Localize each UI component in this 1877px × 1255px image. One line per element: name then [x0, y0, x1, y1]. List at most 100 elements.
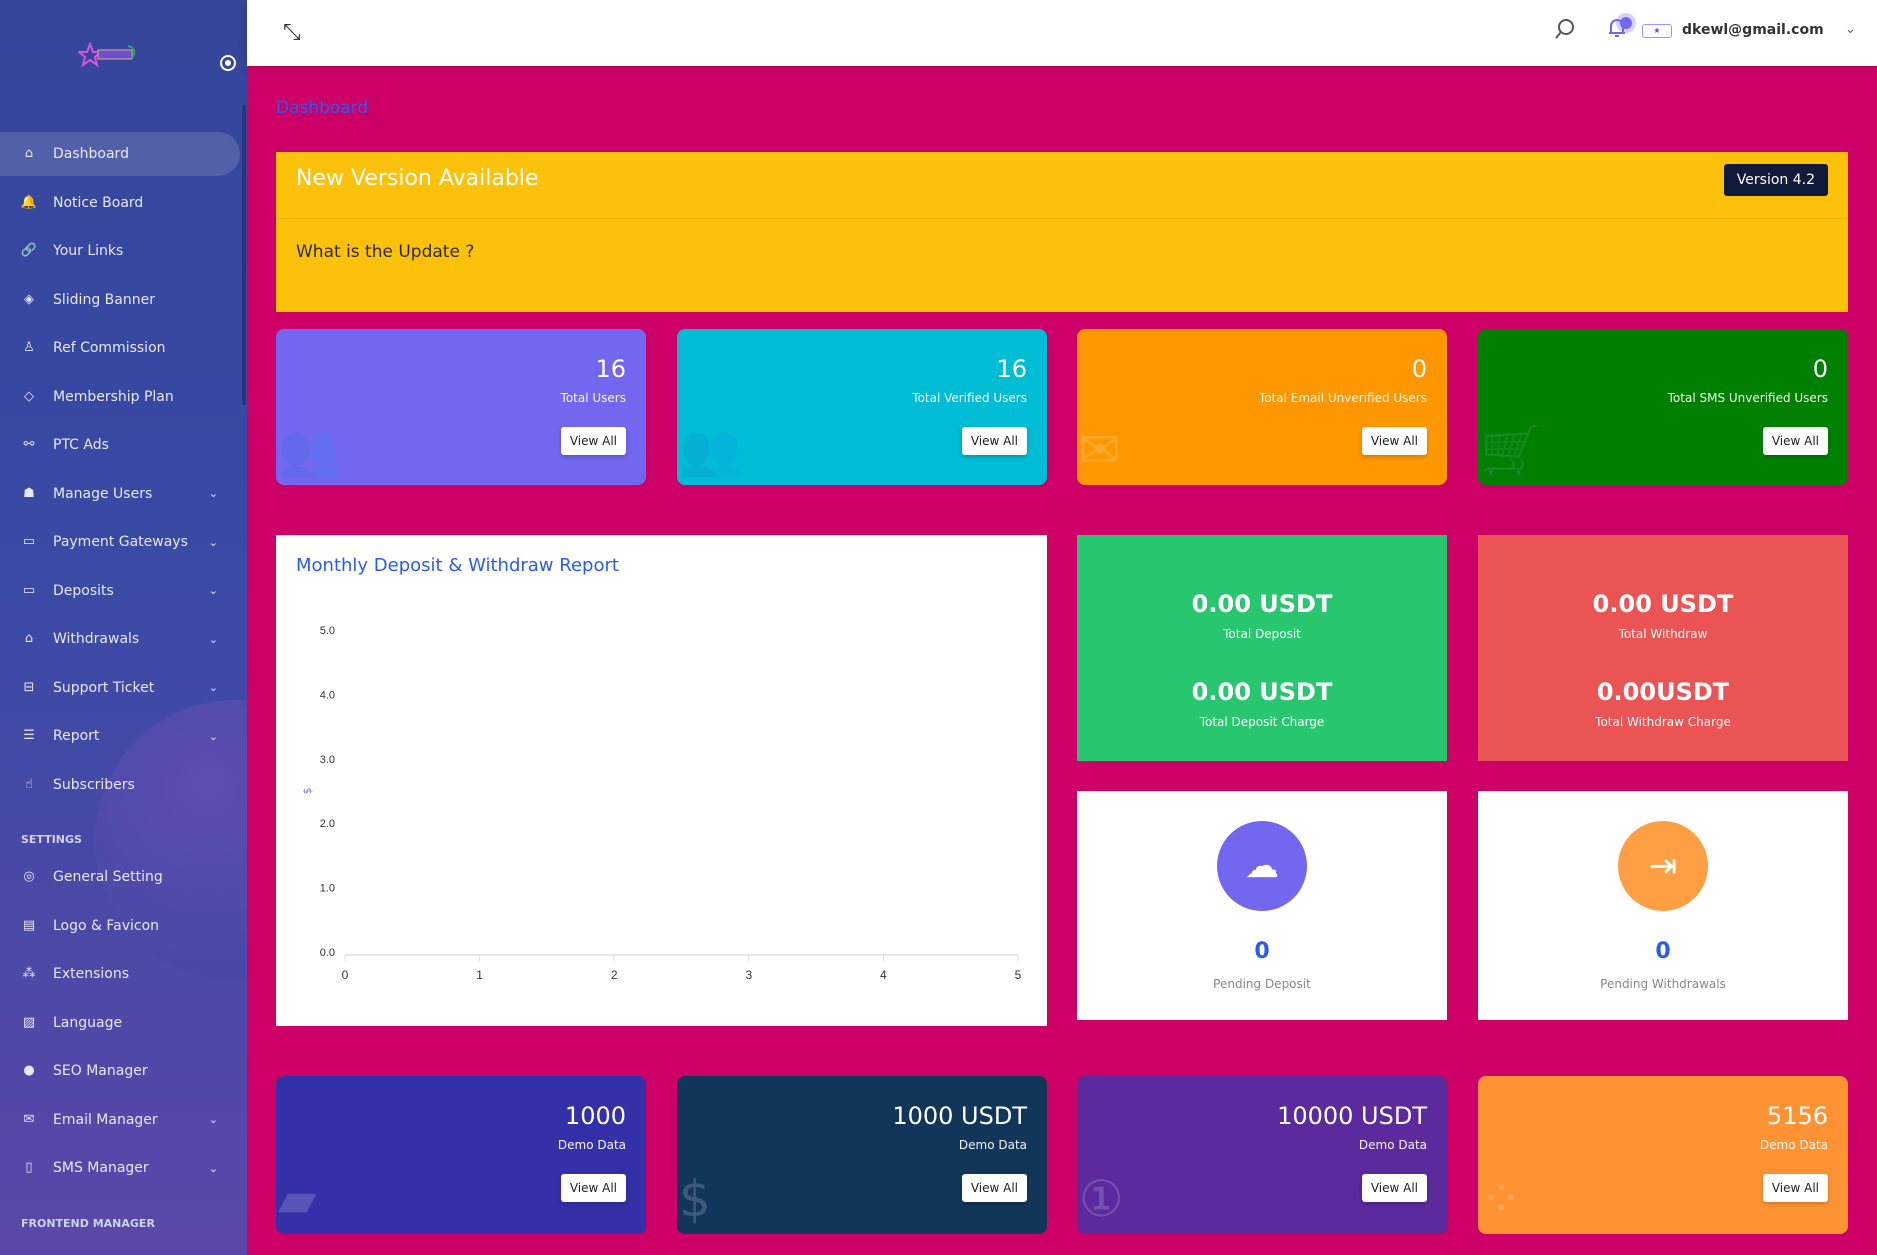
y-tick-label: 3.0 [320, 754, 335, 766]
pending-withdrawals-card[interactable]: ⇥ 0 Pending Withdrawals [1478, 791, 1848, 1020]
stat-card: ✉ 0 Total Email Unverified Users View Al… [1077, 329, 1447, 485]
chevron-down-icon[interactable]: ⌄ [208, 1161, 218, 1175]
sidebar-toggle-radio[interactable] [220, 55, 236, 71]
sidebar-item-label: Ref Commission [53, 340, 166, 356]
view-all-button[interactable]: View All [1361, 1174, 1427, 1202]
sidebar-item-ptc-ads[interactable]: ⚯ PTC Ads [0, 423, 240, 467]
sidebar-item-language[interactable]: ▨ Language [0, 1001, 240, 1045]
sidebar-item-label: Extensions [53, 966, 130, 982]
dots-icon: ⁘ [1480, 1174, 1522, 1228]
sidebar-item-label: SEO Manager [53, 1063, 148, 1079]
view-all-button[interactable]: View All [961, 1174, 1027, 1202]
collapse-icon[interactable]: ⤡ [283, 20, 301, 45]
chevron-down-icon[interactable]: ⌄ [208, 584, 218, 597]
envelope-icon: ✉ [1079, 425, 1121, 479]
pending-deposit-count: 0 [1254, 939, 1270, 964]
view-all-button[interactable]: View All [1762, 427, 1828, 455]
breadcrumb[interactable]: Dashboard [276, 98, 369, 118]
sidebar-item-support-ticket[interactable]: ⊟ Support Ticket ⌄ [0, 666, 240, 710]
sidebar-item-subscribers[interactable]: ☝ Subscribers [0, 763, 240, 807]
sidebar-item-seo-manager[interactable]: ● SEO Manager [0, 1049, 240, 1093]
sidebar-item-label: SMS Manager [53, 1160, 149, 1176]
sidebar-item-dashboard[interactable]: ⌂ Dashboard [0, 132, 240, 176]
view-all-button[interactable]: View All [1762, 1174, 1828, 1202]
chevron-down-icon[interactable]: ⌄ [208, 632, 218, 646]
sidebar-item-label: Sliding Banner [53, 291, 155, 308]
pending-withdrawals-label: Pending Withdrawals [1600, 977, 1726, 991]
view-all-button[interactable]: View All [961, 427, 1027, 455]
sidebar-item-extensions[interactable]: ⁂ Extensions [0, 952, 240, 996]
card-label: Total Users [560, 391, 626, 405]
pending-deposit-card[interactable]: ☁ 0 Pending Deposit [1077, 791, 1447, 1020]
chevron-down-icon[interactable]: ⌄ [1845, 22, 1856, 37]
sidebar-item-manage-users[interactable]: ☗ Manage Users ⌄ [0, 472, 240, 516]
users-icon: ☗ [23, 485, 35, 501]
stat-card: 👥 16 Total Verified Users View All [677, 329, 1047, 485]
card-label: Total Verified Users [912, 391, 1027, 405]
sidebar-item-label: Notice Board [53, 194, 144, 211]
card-value: 16 [595, 355, 626, 383]
stat-card: ▰ 1000 Demo Data View All [276, 1076, 646, 1234]
card-label: Demo Data [1759, 1138, 1828, 1152]
x-tick-label: 2 [611, 968, 618, 982]
globe-icon: ● [23, 1063, 35, 1078]
sidebar-item-deposits[interactable]: ▭ Deposits ⌄ [0, 569, 240, 613]
sidebar-item-label: Subscribers [53, 776, 135, 793]
view-all-button[interactable]: View All [560, 1174, 626, 1202]
dollar-hand-icon: $ [679, 1174, 711, 1228]
user-email[interactable]: dkewl@gmail.com [1682, 22, 1824, 38]
sidebar-item-withdrawals[interactable]: ⌂ Withdrawals ⌄ [0, 617, 240, 661]
chevron-down-icon[interactable]: ⌄ [208, 487, 218, 500]
frontend-section-title: FRONTEND MANAGER [21, 1217, 155, 1230]
users-icon: ♙ [23, 340, 35, 355]
chevron-down-icon[interactable]: ⌄ [208, 1113, 218, 1126]
sign-out-icon: ⇥ [1618, 821, 1708, 911]
sidebar-item-general-setting[interactable]: ◎ General Setting [0, 855, 240, 899]
card-value: 0 [1411, 355, 1427, 383]
sidebar-item-membership-plan[interactable]: ◇ Membership Plan [0, 375, 240, 419]
chevron-down-icon[interactable]: ⌄ [208, 729, 218, 743]
card-value: 16 [996, 355, 1027, 383]
sidebar-item-your-links[interactable]: 🔗 Your Links [0, 229, 240, 273]
sidebar-item-label: Your Links [53, 243, 124, 259]
card-label: Demo Data [1358, 1138, 1427, 1152]
wallet-icon: ▰ [278, 1174, 317, 1228]
sidebar-item-label: Payment Gateways [53, 534, 188, 550]
y-axis-label: $ [301, 788, 314, 795]
search-icon[interactable] [1554, 18, 1576, 40]
sidebar-item-payment-gateways[interactable]: ▭ Payment Gateways ⌄ [0, 520, 240, 564]
logo [78, 41, 136, 68]
sidebar-item-label: Email Manager [53, 1111, 158, 1128]
sidebar-item-label: General Setting [53, 869, 163, 885]
sidebar-item-label: PTC Ads [53, 437, 109, 453]
sidebar-item-sms-manager[interactable]: ▯ SMS Manager ⌄ [0, 1146, 240, 1190]
deposit-charge-label: Total Deposit Charge [1199, 715, 1325, 729]
stat-card: ① 10000 USDT Demo Data View All [1077, 1076, 1447, 1234]
mobile-icon: ▯ [25, 1160, 33, 1175]
sidebar-item-label: Manage Users [53, 485, 153, 502]
view-all-button[interactable]: View All [1361, 427, 1427, 455]
chevron-down-icon[interactable]: ⌄ [208, 681, 218, 694]
stat-card: 🛒 0 Total SMS Unverified Users View All [1478, 329, 1848, 485]
sidebar-item-notice-board[interactable]: 🔔 Notice Board [0, 181, 240, 225]
card-value: 1000 [564, 1102, 626, 1130]
y-tick-label: 0.0 [320, 947, 335, 959]
ticket-icon: ⊟ [23, 679, 35, 695]
sidebar-scrollbar[interactable] [242, 105, 246, 405]
sidebar-item-report[interactable]: ☰ Report ⌄ [0, 714, 240, 758]
language-icon: ▨ [22, 1014, 36, 1030]
withdraw-charge-label: Total Withdraw Charge [1595, 715, 1731, 729]
view-all-button[interactable]: View All [560, 427, 626, 455]
y-tick-label: 1.0 [320, 883, 335, 895]
sidebar-item-label: Dashboard [53, 146, 129, 162]
deposit-withdraw-chart-card: Monthly Deposit & Withdraw Report 0 1 2 3 4 5… [276, 535, 1047, 1026]
thumbs-up-icon: ☝ [25, 776, 33, 792]
tag-icon: ◇ [24, 388, 34, 404]
sidebar-item-ref-commission[interactable]: ♙ Ref Commission [0, 326, 240, 370]
sidebar-item-logo-favicon[interactable]: ▤ Logo & Favicon [0, 904, 240, 948]
sidebar-item-sliding-banner[interactable]: ◈ Sliding Banner [0, 278, 240, 322]
images-icon: ▤ [22, 917, 36, 933]
chevron-down-icon[interactable]: ⌄ [208, 535, 218, 549]
sidebar-item-email-manager[interactable]: ✉ Email Manager ⌄ [0, 1098, 240, 1142]
user-avatar[interactable]: ★ [1642, 24, 1672, 38]
